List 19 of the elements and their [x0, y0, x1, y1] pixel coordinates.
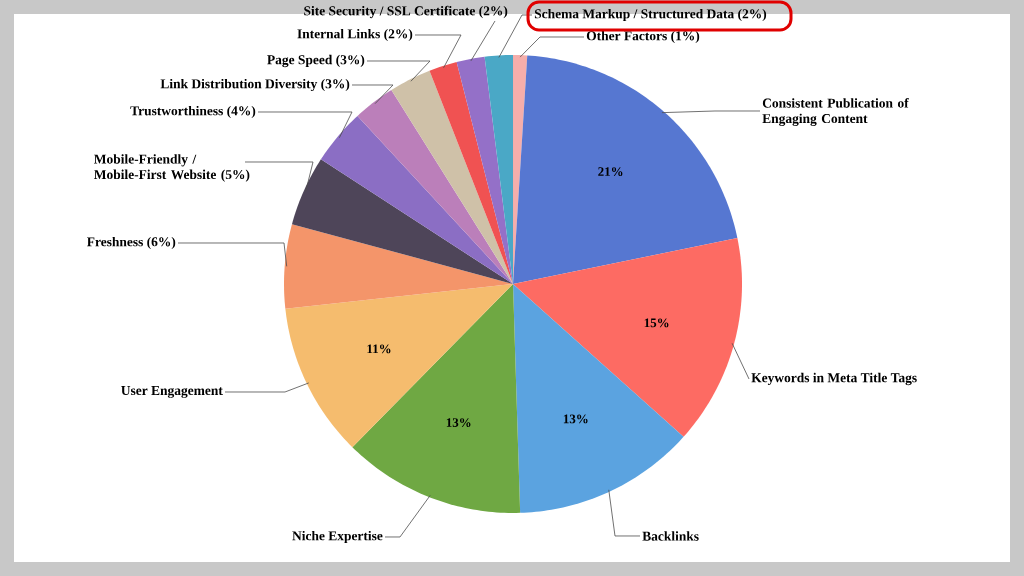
- data-label: 11%: [367, 344, 391, 354]
- slice-label: Schema Markup / Structured Data (2%): [534, 8, 767, 22]
- slice-label: Mobile-Friendly / Mobile-First Website (5%): [94, 154, 250, 182]
- data-label: 13%: [446, 418, 471, 427]
- slice-label: Link Distribution Diversity (3%): [160, 78, 350, 92]
- slice-label: Backlinks: [642, 531, 699, 541]
- data-label: 15%: [644, 318, 669, 328]
- slice-label: Trustworthiness (4%): [130, 105, 256, 119]
- data-label: 21%: [598, 167, 623, 177]
- slice-label: Page Speed (3%): [267, 54, 365, 68]
- slice-label: Keywords in Meta Title Tags: [751, 372, 917, 386]
- slice-label: Niche Expertise: [292, 530, 383, 544]
- slice-label: Consistent Publication of Engaging Content: [762, 98, 909, 126]
- data-label: 13%: [563, 414, 588, 424]
- slice-label: User Engagement: [121, 386, 223, 398]
- slice-label: Other Factors (1%): [586, 30, 700, 44]
- slice-label: Freshness (6%): [87, 236, 176, 250]
- slice-label: Internal Links (2%): [297, 28, 413, 42]
- slice-label: Site Security / SSL Certificate (2%): [304, 5, 508, 19]
